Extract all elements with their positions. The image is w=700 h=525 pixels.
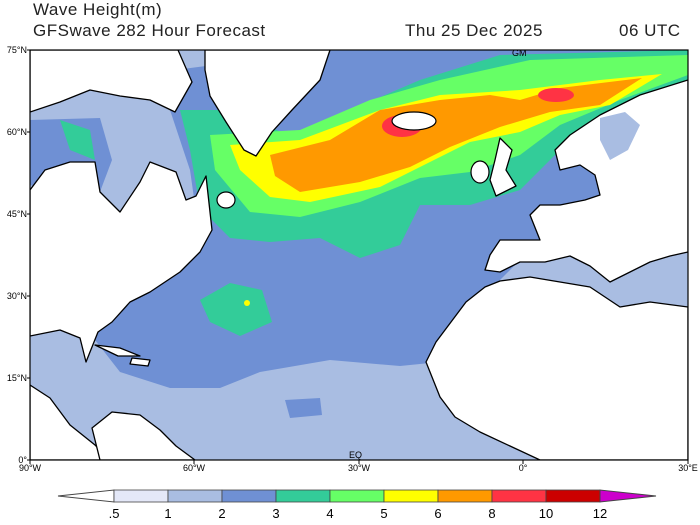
lon-label: 30°W <box>348 463 371 473</box>
colorbar-level-label: 1 <box>164 506 171 521</box>
map-area <box>30 50 688 460</box>
land-great-britain <box>489 137 517 197</box>
wave-zone-6-8m <box>270 78 642 192</box>
wave-zone-8-10m <box>538 88 574 102</box>
wave-zone-3-4m <box>200 283 272 336</box>
colorbar-under-arrow <box>57 489 115 503</box>
equator-marker: EQ <box>349 450 362 460</box>
wave-zone-3-4m <box>60 120 95 160</box>
lat-label: 75°N <box>7 45 27 55</box>
land-newfoundland <box>216 191 236 209</box>
land-central-america <box>30 384 111 460</box>
colorbar-level-label: 6 <box>434 506 441 521</box>
forecast-label: GFSwave 282 Hour Forecast <box>33 21 266 40</box>
lat-label: 15°N <box>7 373 27 383</box>
colorbar-level-label: 10 <box>539 506 553 521</box>
colorbar-swatch <box>329 489 385 503</box>
colorbar-level-label: 5 <box>380 506 387 521</box>
colorbar-swatch <box>545 489 601 503</box>
colorbar-swatch <box>275 489 331 503</box>
lon-label: 60°W <box>183 463 206 473</box>
land-north-america <box>30 161 213 363</box>
valid-date: Thu 25 Dec 2025 <box>405 21 543 40</box>
greenwich-marker: GM <box>512 48 527 58</box>
colorbar-level-label: 12 <box>593 506 607 521</box>
graticule-labels: 75°N60°N45°N30°N15°N0°90°W 60°W 30°W 0° 30°E <box>7 45 698 473</box>
wave-max-spot <box>244 300 250 306</box>
land-south-america <box>91 411 196 460</box>
lat-label: 45°N <box>7 209 27 219</box>
colorbar-level-label: .5 <box>109 506 120 521</box>
chart-title: Wave Height(m) <box>33 0 163 19</box>
colorbar-level-label: 4 <box>326 506 333 521</box>
lat-label: 0° <box>18 455 27 465</box>
lat-label: 60°N <box>7 127 27 137</box>
colorbar-level-label: 2 <box>218 506 225 521</box>
lon-label: 0° <box>519 463 528 473</box>
valid-time: 06 UTC <box>619 21 681 40</box>
land-greenland <box>204 50 331 157</box>
sea-baltic <box>600 112 640 160</box>
colorbar-swatch <box>491 489 547 503</box>
land-africa <box>425 276 688 460</box>
land-hispaniola <box>129 357 151 367</box>
land-iceland <box>391 111 437 131</box>
colorbar-swatch <box>383 489 439 503</box>
lat-label: 30°N <box>7 291 27 301</box>
colorbar-swatch <box>221 489 277 503</box>
colorbar: .5 1 2 3 4 5 6 8 10 12 <box>57 489 657 521</box>
lon-label: 30°E <box>678 463 698 473</box>
land-ireland <box>470 160 490 184</box>
colorbar-swatch <box>113 489 169 503</box>
colorbar-swatch <box>167 489 223 503</box>
colorbar-swatch <box>437 489 493 503</box>
colorbar-level-label: 3 <box>272 506 279 521</box>
land-canadian-arctic <box>30 50 193 113</box>
colorbar-over-arrow <box>599 489 657 503</box>
colorbar-level-label: 8 <box>488 506 495 521</box>
wave-zone-2-3m <box>285 398 322 418</box>
land-cuba <box>94 344 141 357</box>
lon-label: 90°W <box>19 463 42 473</box>
